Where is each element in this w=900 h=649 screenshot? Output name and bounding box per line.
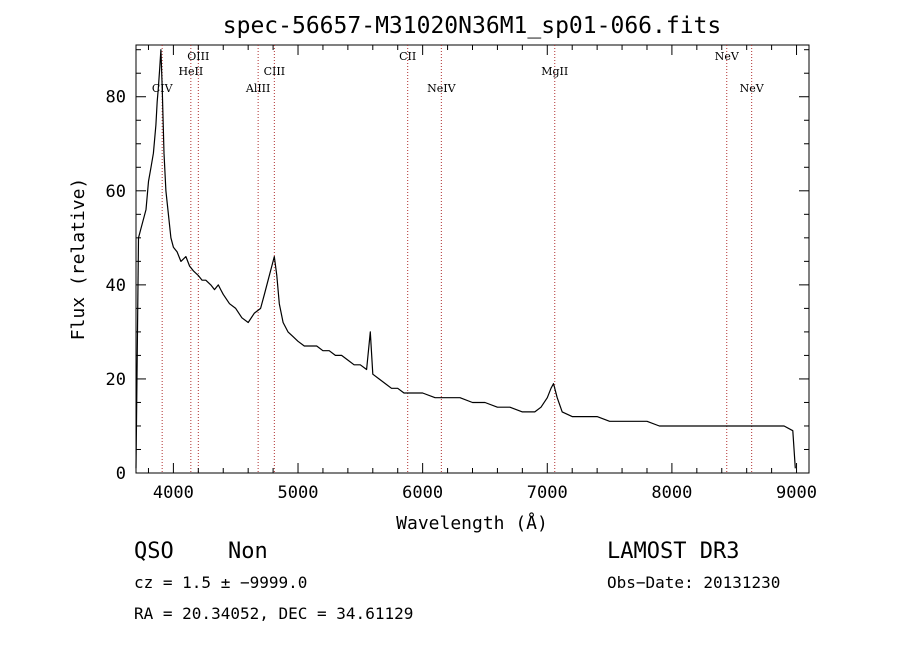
y-tick-label: 40 xyxy=(106,276,126,296)
line-label-ciii: CIII xyxy=(264,65,285,78)
x-tick-label: 6000 xyxy=(402,483,443,503)
coordinates: RA = 20.34052, DEC = 34.61129 xyxy=(134,604,413,623)
plot-frame xyxy=(135,44,810,474)
x-tick-label: 8000 xyxy=(651,483,692,503)
obs-date: Obs−Date: 20131230 xyxy=(607,573,780,592)
y-tick-label: 20 xyxy=(106,370,126,390)
y-tick-label: 60 xyxy=(106,182,126,202)
line-label-nev: NeV xyxy=(740,82,765,95)
spectrum-series xyxy=(135,49,796,469)
line-label-aliii: AlIII xyxy=(245,82,271,95)
x-tick-label: 5000 xyxy=(278,483,319,503)
spectrum-line-0 xyxy=(135,49,796,469)
line-label-heii: HeII xyxy=(178,65,203,78)
object-subclass: Non xyxy=(228,539,268,564)
x-tick-label: 7000 xyxy=(527,483,568,503)
survey-label: LAMOST DR3 xyxy=(607,539,739,564)
x-tick-label: 4000 xyxy=(153,483,194,503)
object-class: QSO xyxy=(134,539,174,564)
y-tick-label: 80 xyxy=(106,88,126,108)
line-label-oiii: OIII xyxy=(187,50,209,63)
y-axis-label: Flux (relative) xyxy=(68,178,89,341)
x-axis-label: Wavelength (Å) xyxy=(396,512,548,534)
line-label-neiv: NeIV xyxy=(427,82,456,95)
cz-value: cz = 1.5 ± −9999.0 xyxy=(134,573,307,592)
line-label-nev: NeV xyxy=(715,50,740,63)
y-tick-label: 0 xyxy=(116,464,126,484)
line-label-cii: CII xyxy=(399,50,416,63)
x-tick-label: 9000 xyxy=(776,483,817,503)
chart-title: spec-56657-M31020N36M1_sp01-066.fits xyxy=(223,13,722,39)
axis-ticks: 4000 5000 6000 7000 8000 9000 0 20 40 60 80 xyxy=(106,45,817,503)
line-label-mgii: MgII xyxy=(541,65,568,78)
